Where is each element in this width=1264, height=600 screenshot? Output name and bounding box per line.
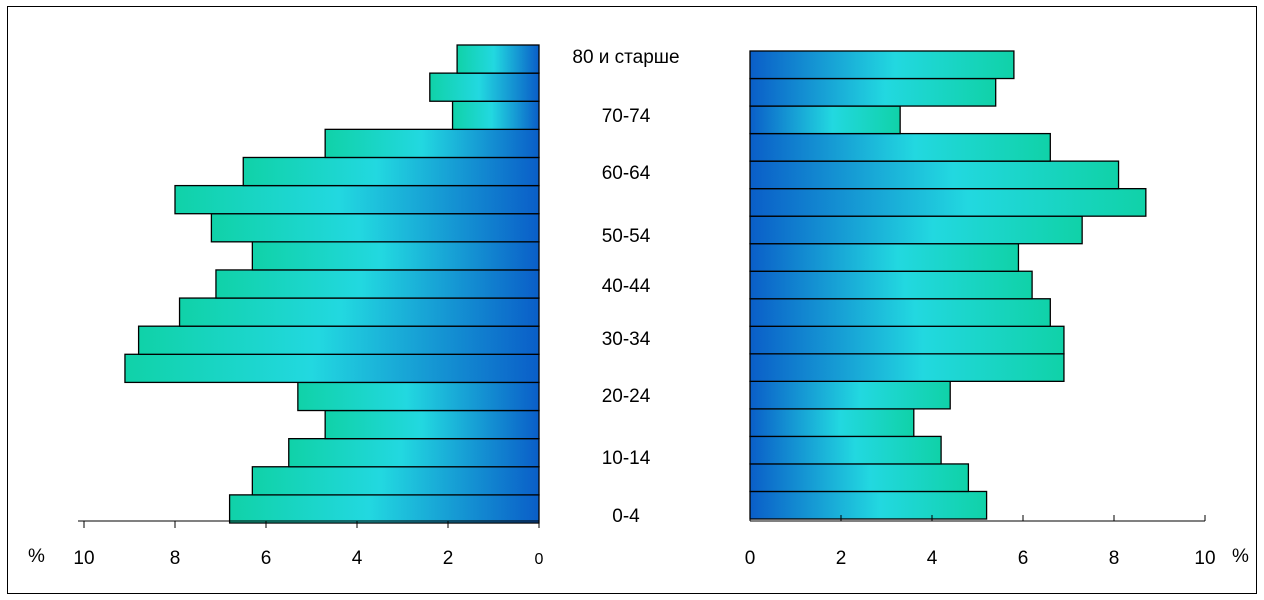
- left-tick-label: 4: [352, 548, 363, 569]
- right-axis-unit: %: [1232, 546, 1249, 567]
- right-bar-15-19: [749, 408, 915, 438]
- right-bar-45-49: [749, 243, 1020, 272]
- right-bar-70-74: [749, 105, 901, 135]
- age-group-label: 70-74: [602, 106, 651, 127]
- left-bar-5-9: [251, 466, 540, 496]
- right-bar-25-29: [749, 353, 1065, 383]
- right-bar-5-9: [749, 463, 970, 493]
- age-group-label: 60-64: [602, 163, 651, 184]
- right-bar-80-и-старше: [749, 50, 1015, 80]
- left-bar-55-59: [174, 184, 540, 215]
- right-bar-30-34: [749, 325, 1065, 355]
- age-group-label: 20-24: [602, 386, 651, 407]
- left-bar-65-69: [324, 128, 540, 159]
- left-tick-label: 6: [261, 548, 272, 569]
- left-bar-75-79: [429, 72, 540, 102]
- right-bar-55-59: [749, 187, 1147, 217]
- left-bar-40-44: [215, 269, 540, 299]
- age-group-label: 50-54: [602, 226, 651, 247]
- right-tick-label: 6: [1018, 548, 1029, 569]
- left-tick-label: 2: [443, 548, 454, 569]
- right-tick-label: 4: [927, 548, 938, 569]
- right-bar-50-54: [749, 215, 1083, 245]
- age-group-labels: 0-4 10-14 20-24 30-34 40-44 50-54 60-64 70-74 80…: [572, 47, 679, 527]
- left-bar-80-и-старше: [456, 44, 540, 74]
- left-bar-70-74: [451, 100, 540, 131]
- left-tick-label: 0: [535, 551, 544, 568]
- left-bar-60-64: [242, 156, 540, 187]
- left-x-axis: 10 8 6 4 2 0: [73, 520, 544, 569]
- left-axis-unit: %: [28, 546, 45, 567]
- right-tick-label: 8: [1109, 548, 1120, 569]
- right-tick-label: 2: [836, 548, 847, 569]
- left-bar-50-54: [210, 213, 540, 243]
- right-bars: [749, 50, 1147, 520]
- right-bar-35-39: [749, 298, 1051, 327]
- right-tick-label: 10: [1194, 548, 1215, 569]
- left-tick-label: 8: [170, 548, 181, 569]
- left-bar-25-29: [124, 353, 540, 384]
- left-bars: [124, 44, 540, 524]
- left-bar-30-34: [137, 325, 540, 355]
- age-group-label: 40-44: [602, 276, 651, 297]
- left-bar-0-4: [228, 494, 540, 524]
- right-tick-label: 0: [745, 548, 756, 569]
- right-bar-65-69: [749, 132, 1051, 162]
- right-bar-10-14: [749, 435, 942, 465]
- right-bar-75-79: [749, 77, 997, 107]
- left-bar-15-19: [324, 409, 540, 440]
- age-group-label: 30-34: [602, 329, 651, 350]
- left-bar-10-14: [288, 437, 540, 468]
- right-bar-20-24: [749, 380, 951, 410]
- right-bar-40-44: [749, 270, 1033, 300]
- left-bar-20-24: [297, 381, 540, 412]
- age-group-label: 10-14: [602, 448, 651, 469]
- left-bar-45-49: [251, 241, 540, 271]
- left-bar-35-39: [178, 297, 540, 327]
- left-tick-label: 10: [73, 548, 94, 569]
- right-bar-0-4: [749, 490, 988, 520]
- right-bar-60-64: [749, 160, 1120, 190]
- right-x-axis: 0 2 4 6 8 10: [745, 515, 1216, 569]
- chart-frame: [7, 6, 1257, 594]
- age-group-label: 80 и старше: [572, 47, 679, 68]
- age-group-label: 0-4: [612, 506, 640, 527]
